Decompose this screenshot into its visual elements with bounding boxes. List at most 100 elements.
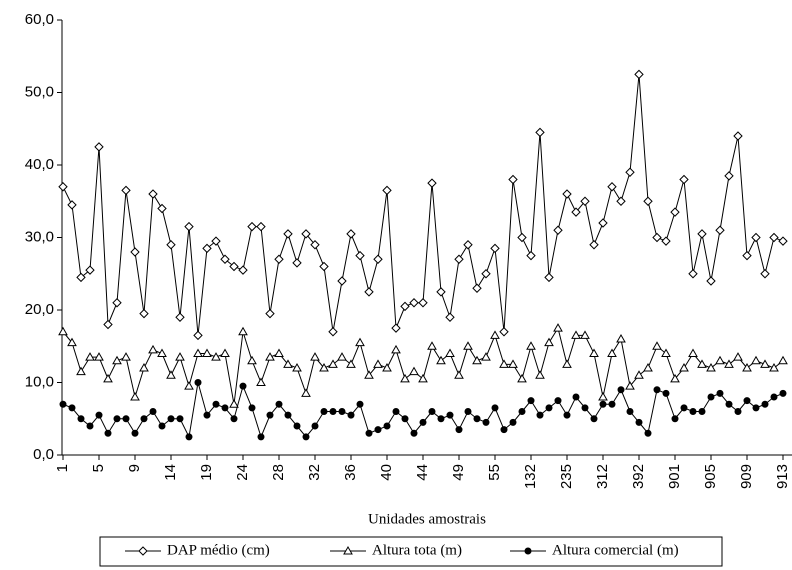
data-point [617, 386, 625, 394]
data-point [517, 232, 527, 243]
data-point [274, 254, 284, 264]
data-point [491, 404, 499, 412]
data-point [400, 373, 410, 383]
data-point [742, 250, 752, 261]
legend-marker [524, 547, 532, 555]
data-point [382, 185, 392, 196]
data-point [535, 127, 545, 138]
data-point [94, 352, 104, 361]
data-point [427, 341, 437, 350]
data-point [580, 196, 590, 206]
data-point [401, 415, 409, 423]
x-tick-label: 49 [450, 464, 467, 481]
data-point [671, 415, 679, 423]
data-point [274, 348, 284, 357]
data-point [544, 337, 554, 347]
data-point [580, 330, 590, 339]
data-point [391, 344, 401, 354]
legend-label: Altura comercial (m) [552, 542, 679, 558]
data-point [319, 261, 329, 272]
data-point [643, 362, 653, 372]
data-point [635, 418, 643, 426]
data-point [688, 269, 698, 279]
data-point [535, 370, 545, 379]
data-point [229, 399, 239, 408]
data-point [482, 418, 490, 426]
data-point [203, 411, 211, 419]
data-point [365, 429, 373, 437]
data-point [670, 207, 680, 217]
data-point [751, 232, 761, 243]
data-point [374, 426, 382, 434]
data-point [256, 377, 266, 386]
data-point [545, 404, 553, 412]
data-point [653, 386, 661, 394]
y-tick-label: 20,0 [25, 301, 54, 318]
data-point [715, 225, 725, 235]
data-point [472, 283, 482, 293]
data-point [626, 408, 634, 415]
data-point [239, 382, 247, 390]
data-point [166, 370, 176, 379]
data-point [193, 330, 203, 341]
data-point [329, 408, 337, 415]
legend-label: DAP médio (cm) [167, 542, 270, 558]
data-point [607, 348, 617, 357]
data-point [139, 362, 149, 372]
data-point [490, 330, 500, 339]
data-point [86, 422, 94, 430]
data-point [113, 415, 121, 423]
data-point [310, 240, 320, 250]
data-point [211, 352, 221, 361]
data-point [409, 298, 419, 308]
data-point [148, 344, 158, 354]
data-point [212, 400, 220, 408]
data-point [679, 362, 689, 372]
data-point [706, 362, 716, 372]
data-point [292, 362, 302, 372]
data-point [428, 408, 436, 415]
data-point [338, 408, 346, 415]
data-point [661, 348, 671, 357]
x-tick-label: 905 [702, 464, 719, 489]
data-point [589, 240, 599, 250]
data-point [464, 408, 472, 415]
data-point [103, 319, 113, 330]
data-point [608, 400, 616, 408]
data-point [508, 359, 518, 368]
data-point [364, 287, 374, 297]
data-point [130, 391, 140, 401]
data-point [193, 348, 203, 357]
data-point [670, 373, 680, 383]
data-point [121, 352, 131, 361]
data-point [202, 348, 212, 357]
data-point [697, 359, 707, 368]
data-point [706, 276, 716, 286]
x-tick-label: 5 [90, 464, 107, 472]
data-point [724, 359, 734, 368]
data-point [247, 355, 257, 365]
data-point [95, 411, 103, 419]
data-point [85, 352, 95, 361]
data-point [355, 250, 365, 261]
data-point [463, 240, 473, 250]
legend-marker [138, 546, 148, 556]
data-point [752, 404, 760, 412]
data-point [320, 408, 328, 415]
data-point [562, 189, 572, 199]
data-point [328, 327, 338, 337]
data-point [688, 348, 698, 357]
x-tick-label: 913 [774, 464, 791, 489]
data-point [149, 408, 157, 415]
data-point [112, 355, 122, 365]
data-point [167, 415, 175, 423]
data-point [238, 326, 248, 336]
data-point [148, 189, 158, 199]
data-point [122, 415, 130, 423]
data-point [581, 404, 589, 412]
data-point [616, 196, 626, 206]
data-point [68, 404, 76, 412]
data-point [131, 429, 139, 437]
data-point [319, 362, 329, 372]
